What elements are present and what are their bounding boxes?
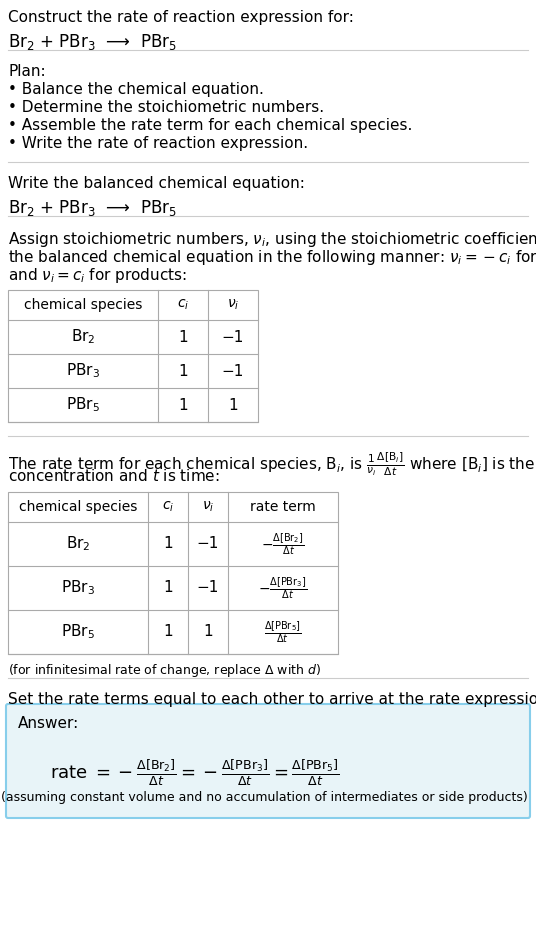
Text: −1: −1 [197, 537, 219, 551]
Text: (assuming constant volume and no accumulation of intermediates or side products): (assuming constant volume and no accumul… [1, 791, 527, 804]
Text: $-\frac{\Delta[\mathrm{Br}_2]}{\Delta t}$: $-\frac{\Delta[\mathrm{Br}_2]}{\Delta t}… [262, 531, 304, 557]
Text: $\nu_i$: $\nu_i$ [202, 500, 214, 514]
Text: Set the rate terms equal to each other to arrive at the rate expression:: Set the rate terms equal to each other t… [8, 692, 536, 707]
Text: $c_i$: $c_i$ [177, 298, 189, 312]
Text: $\nu_i$: $\nu_i$ [227, 298, 239, 312]
Text: concentration and $t$ is time:: concentration and $t$ is time: [8, 468, 220, 484]
Text: $c_i$: $c_i$ [162, 500, 174, 514]
Text: chemical species: chemical species [24, 298, 142, 312]
Bar [8, 492, 338, 654]
Text: PBr$_3$: PBr$_3$ [66, 362, 100, 381]
Text: PBr$_3$: PBr$_3$ [61, 579, 95, 597]
Text: $-\frac{\Delta[\mathrm{PBr}_3]}{\Delta t}$: $-\frac{\Delta[\mathrm{PBr}_3]}{\Delta t… [258, 575, 308, 601]
FancyBboxPatch shape [6, 704, 530, 818]
Text: −1: −1 [197, 581, 219, 596]
Text: 1: 1 [228, 398, 238, 412]
Text: the balanced chemical equation in the following manner: $\nu_i = -c_i$ for react: the balanced chemical equation in the fo… [8, 248, 536, 267]
Text: and $\nu_i = c_i$ for products:: and $\nu_i = c_i$ for products: [8, 266, 187, 285]
Text: Br$_2$: Br$_2$ [71, 327, 95, 347]
Text: 1: 1 [163, 625, 173, 640]
Text: 1: 1 [178, 398, 188, 412]
Text: 1: 1 [163, 581, 173, 596]
Text: −1: −1 [222, 364, 244, 379]
Text: • Write the rate of reaction expression.: • Write the rate of reaction expression. [8, 136, 308, 151]
Text: • Assemble the rate term for each chemical species.: • Assemble the rate term for each chemic… [8, 118, 412, 133]
Text: PBr$_5$: PBr$_5$ [61, 623, 95, 642]
Text: 1: 1 [178, 329, 188, 345]
Text: 1: 1 [163, 537, 173, 551]
Text: rate $= -\frac{\Delta[\mathrm{Br}_2]}{\Delta t} = -\frac{\Delta[\mathrm{PBr}_3]}: rate $= -\frac{\Delta[\mathrm{Br}_2]}{\D… [50, 758, 339, 788]
Text: Plan:: Plan: [8, 64, 46, 79]
Text: • Balance the chemical equation.: • Balance the chemical equation. [8, 82, 264, 97]
Text: Br$_2$ + PBr$_3$  ⟶  PBr$_5$: Br$_2$ + PBr$_3$ ⟶ PBr$_5$ [8, 32, 177, 52]
Text: −1: −1 [222, 329, 244, 345]
Text: Construct the rate of reaction expression for:: Construct the rate of reaction expressio… [8, 10, 354, 25]
Text: rate term: rate term [250, 500, 316, 514]
Text: Assign stoichiometric numbers, $\nu_i$, using the stoichiometric coefficients, $: Assign stoichiometric numbers, $\nu_i$, … [8, 230, 536, 249]
Text: 1: 1 [178, 364, 188, 379]
Text: The rate term for each chemical species, B$_i$, is $\frac{1}{\nu_i}\frac{\Delta[: The rate term for each chemical species,… [8, 450, 536, 478]
Bar [8, 290, 258, 422]
Text: Write the balanced chemical equation:: Write the balanced chemical equation: [8, 176, 305, 191]
Text: chemical species: chemical species [19, 500, 137, 514]
Text: 1: 1 [203, 625, 213, 640]
Text: Br$_2$: Br$_2$ [66, 535, 90, 553]
Text: $\frac{\Delta[\mathrm{PBr}_5]}{\Delta t}$: $\frac{\Delta[\mathrm{PBr}_5]}{\Delta t}… [264, 619, 302, 645]
Text: Answer:: Answer: [18, 716, 79, 731]
Text: PBr$_5$: PBr$_5$ [66, 396, 100, 414]
Text: Br$_2$ + PBr$_3$  ⟶  PBr$_5$: Br$_2$ + PBr$_3$ ⟶ PBr$_5$ [8, 198, 177, 218]
Text: (for infinitesimal rate of change, replace Δ with $d$): (for infinitesimal rate of change, repla… [8, 662, 321, 679]
Text: • Determine the stoichiometric numbers.: • Determine the stoichiometric numbers. [8, 100, 324, 115]
